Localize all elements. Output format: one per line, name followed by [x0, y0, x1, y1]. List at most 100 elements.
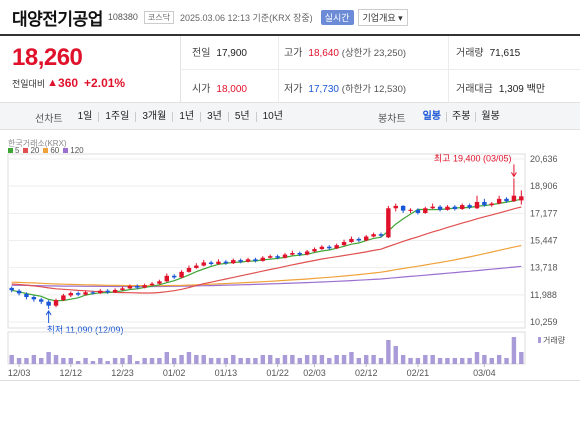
candle-body: [445, 206, 450, 210]
volume-bar: [179, 355, 184, 364]
ma5-line: [11, 198, 522, 302]
x-tick-label: 12/03: [8, 368, 31, 378]
candle-body: [127, 286, 133, 289]
high-label: 고가: [284, 48, 303, 59]
volume-bar: [408, 358, 413, 364]
x-tick-label: 01/02: [163, 368, 186, 378]
volume-bar: [400, 355, 406, 364]
candle-body: [9, 287, 14, 291]
line-chart-tabs: 선차트 1일 1주일 3개월 1년 3년 5년 10년: [35, 103, 289, 131]
y-tick-label: 10,259: [530, 317, 558, 327]
x-tick-label: 12/23: [111, 368, 134, 378]
volume: 거래량 71,615: [456, 44, 520, 59]
candle-body: [297, 253, 302, 255]
volume-value: 71,615: [489, 48, 521, 59]
volume-bar: [519, 352, 524, 364]
candle-body: [511, 195, 517, 202]
stock-header: 대양전기공업 108380 코스닥 2025.03.06 12:13 기준(KR…: [0, 0, 580, 34]
ma60-line: [11, 244, 522, 287]
stock-name: 대양전기공업: [12, 9, 103, 29]
candle-body: [393, 205, 398, 209]
volume-bar: [127, 355, 133, 364]
volume-bar: [290, 355, 295, 364]
volume-bar: [504, 358, 509, 364]
tab-3m[interactable]: 3개월: [135, 112, 172, 122]
chart-period-tabs: 선차트 1일 1주일 3개월 1년 3년 5년 10년 봉차트 일봉 주봉 월봉: [0, 102, 580, 130]
realtime-button[interactable]: 실시간: [320, 9, 354, 25]
x-tick-label: 01/13: [215, 368, 238, 378]
candle-body: [452, 206, 458, 210]
candle-body: [16, 290, 22, 294]
volume-bar: [112, 358, 118, 364]
volume-bar: [275, 358, 280, 364]
x-tick-label: 02/21: [407, 368, 430, 378]
volume-bar: [238, 358, 243, 364]
candle-body: [319, 246, 325, 250]
open-value: 18,000: [216, 84, 247, 95]
volume-bar: [496, 355, 502, 364]
candle-body: [112, 289, 118, 293]
candle-body: [460, 205, 465, 210]
volume-bar: [327, 358, 332, 364]
timestamp: 2025.03.06 12:13 기준(KRX 장중): [179, 12, 313, 23]
tab-weekly[interactable]: 주봉: [446, 112, 475, 122]
change-value: 360: [58, 76, 79, 90]
tab-10y[interactable]: 10년: [255, 112, 289, 122]
candle-body: [53, 300, 59, 306]
volume-bar: [223, 358, 229, 364]
amount-value: 1,309 백만: [498, 84, 546, 95]
volume-bar: [245, 358, 251, 364]
x-tick-label: 02/12: [355, 368, 378, 378]
candle-body: [238, 260, 243, 262]
volume-bar: [61, 358, 66, 364]
volume-bar: [282, 355, 288, 364]
volume-bar: [157, 358, 162, 364]
candle-body: [386, 208, 391, 238]
volume-bar: [83, 358, 88, 364]
candle-body: [135, 286, 140, 288]
price-change: 전일대비 ▲ 360 +2.01%: [12, 76, 125, 90]
tab-1y[interactable]: 1년: [172, 112, 200, 122]
candle-body: [75, 293, 81, 295]
candle-body: [186, 267, 192, 272]
x-tick-label: 03/04: [473, 368, 496, 378]
low-value: 17,730: [308, 84, 339, 95]
price-chart[interactable]: 20,636 18,906 17,177 15,447 13,718 11,988 10,2…: [0, 136, 580, 382]
company-overview-dropdown[interactable]: 기업개요 ▾: [357, 8, 408, 26]
tab-monthly[interactable]: 월봉: [475, 112, 504, 122]
candle-body: [105, 290, 110, 293]
volume-bar: [216, 358, 221, 364]
candle-body: [245, 259, 251, 262]
candle-body: [327, 246, 332, 249]
volume-bar: [430, 355, 435, 364]
tab-5y[interactable]: 5년: [227, 112, 256, 122]
tab-daily[interactable]: 일봉: [422, 111, 442, 122]
low-arrowhead-icon: [45, 310, 52, 316]
candle-body: [231, 260, 236, 264]
volume-bar: [53, 355, 59, 364]
volume-bar: [437, 358, 443, 364]
volume-bar: [231, 355, 236, 364]
candle-body: [194, 265, 199, 268]
y-tick-label: 13,718: [530, 263, 558, 273]
volume-bar: [489, 358, 494, 364]
tab-1d[interactable]: 1일: [77, 111, 93, 122]
candle-body: [430, 206, 435, 209]
volume-bar: [68, 358, 73, 364]
volume-bar: [46, 352, 51, 364]
ma60-swatch: [43, 148, 49, 153]
y-tick-label: 17,177: [530, 208, 558, 218]
ma5-swatch: [8, 148, 13, 153]
volume-bar: [474, 352, 480, 364]
x-tick-label: 12/12: [60, 368, 83, 378]
stock-code: 108380: [107, 12, 138, 22]
volume-bar: [349, 352, 354, 364]
candle-body: [120, 288, 125, 290]
volume-bar: [90, 361, 96, 364]
volume-bar: [423, 355, 428, 364]
tab-1w[interactable]: 1주일: [98, 112, 135, 122]
candle-body: [68, 293, 73, 296]
chart-bottom-border: [0, 380, 580, 381]
tab-3y[interactable]: 3년: [200, 112, 228, 122]
candle-chart-label: 봉차트: [378, 113, 406, 125]
